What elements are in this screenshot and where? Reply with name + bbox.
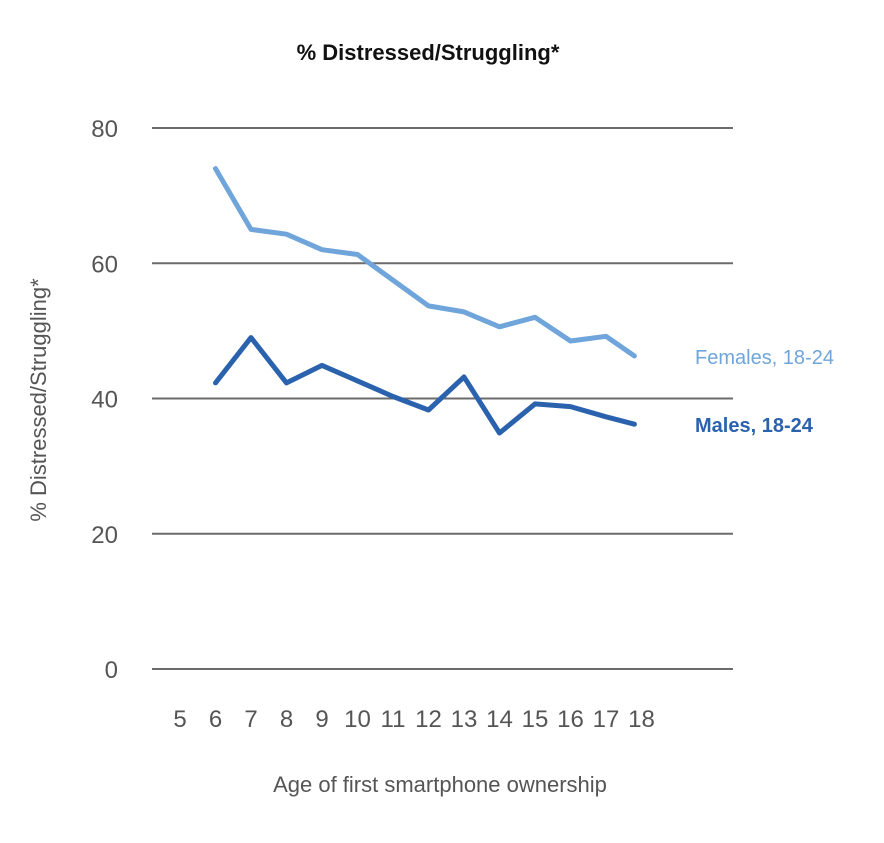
y-tick-label: 20 [91,522,118,549]
y-axis-label: % Distressed/Struggling* [26,278,51,522]
x-tick-label: 6 [209,706,222,733]
series-lines [213,166,637,436]
x-tick-label: 15 [522,706,549,733]
x-tick-label: 7 [244,706,257,733]
x-tick-label: 17 [593,706,620,733]
y-tick-label: 60 [91,251,118,278]
x-tick-label: 13 [451,706,478,733]
series-line-males [213,335,637,436]
x-tick-label: 11 [381,706,406,733]
y-tick-label: 40 [91,387,118,414]
x-tick-label: 12 [415,706,442,733]
chart-title: % Distressed/Struggling* [297,40,560,65]
x-tick-label: 9 [315,706,328,733]
y-axis-ticks: 0 20 40 60 80 [91,116,118,684]
x-tick-label: 16 [557,706,584,733]
x-tick-label: 10 [344,706,371,733]
series-label-males: Males, 18-24 [695,415,814,437]
x-axis-ticks: 5 6 7 8 9 10 11 12 13 14 15 16 17 18 [173,706,655,733]
series-labels: Females, 18-24 Males, 18-24 [695,347,834,437]
x-tick-label: 14 [486,706,513,733]
x-tick-label: 5 [173,706,186,733]
x-tick-label: 18 [628,706,655,733]
y-tick-label: 0 [105,657,118,684]
x-tick-label: 8 [280,706,293,733]
series-line-females [213,166,637,359]
x-axis-label: Age of first smartphone ownership [273,772,607,797]
y-tick-label: 80 [91,116,118,143]
series-label-females: Females, 18-24 [695,347,834,369]
